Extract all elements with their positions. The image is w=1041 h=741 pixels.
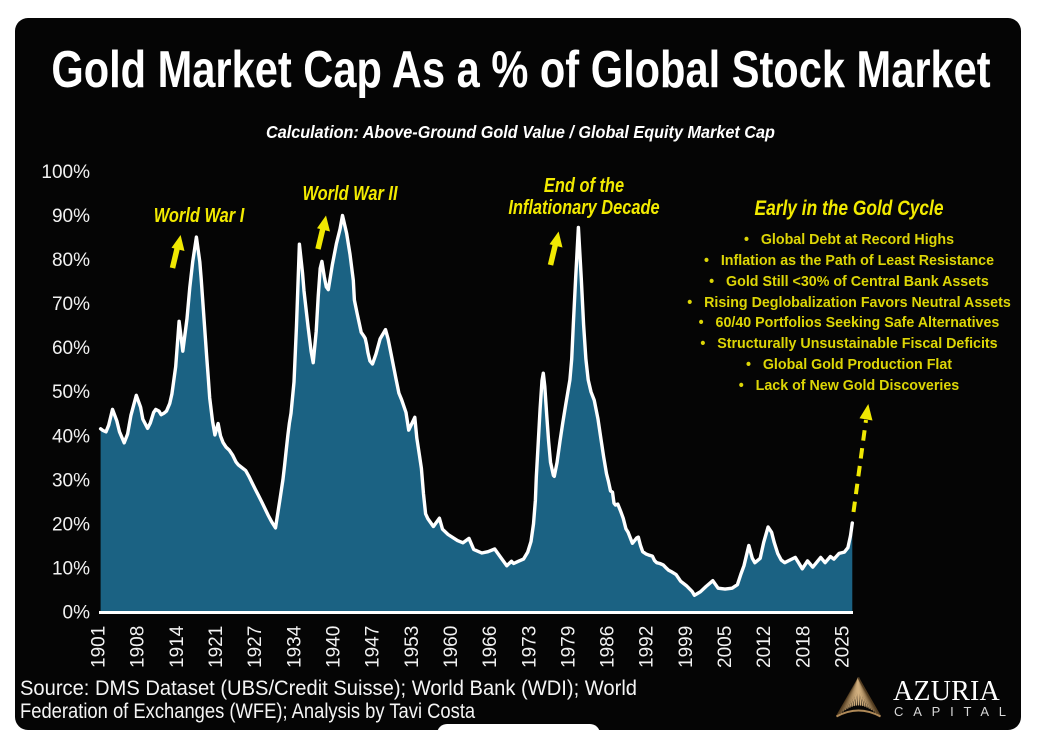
svg-text:30%: 30% [52, 470, 90, 491]
svg-text:20%: 20% [52, 514, 90, 535]
svg-text:1914: 1914 [167, 625, 188, 668]
svg-text:2012: 2012 [754, 626, 775, 668]
svg-text:90%: 90% [52, 206, 90, 227]
svg-text:1973: 1973 [519, 626, 540, 668]
svg-text:1934: 1934 [284, 625, 305, 668]
svg-text:1966: 1966 [480, 626, 501, 668]
svg-text:1947: 1947 [363, 626, 384, 668]
svg-text:40%: 40% [52, 426, 90, 447]
svg-text:1908: 1908 [128, 626, 149, 668]
svg-text:1986: 1986 [598, 626, 619, 668]
svg-text:80%: 80% [52, 250, 90, 271]
svg-text:1901: 1901 [89, 626, 110, 668]
svg-text:1979: 1979 [558, 626, 579, 668]
svg-text:50%: 50% [52, 382, 90, 403]
svg-text:2005: 2005 [715, 626, 736, 668]
svg-text:2018: 2018 [793, 626, 814, 668]
svg-text:1921: 1921 [206, 626, 227, 668]
svg-text:1927: 1927 [245, 626, 266, 668]
svg-text:2025: 2025 [833, 626, 854, 668]
svg-text:1940: 1940 [324, 626, 345, 668]
svg-text:1960: 1960 [441, 626, 462, 668]
svg-text:1953: 1953 [402, 626, 423, 668]
svg-text:60%: 60% [52, 338, 90, 359]
svg-text:10%: 10% [52, 559, 90, 580]
svg-text:1992: 1992 [637, 626, 658, 668]
svg-text:1999: 1999 [676, 626, 697, 668]
svg-text:100%: 100% [41, 162, 90, 183]
svg-text:70%: 70% [52, 294, 90, 315]
svg-text:0%: 0% [63, 603, 91, 624]
